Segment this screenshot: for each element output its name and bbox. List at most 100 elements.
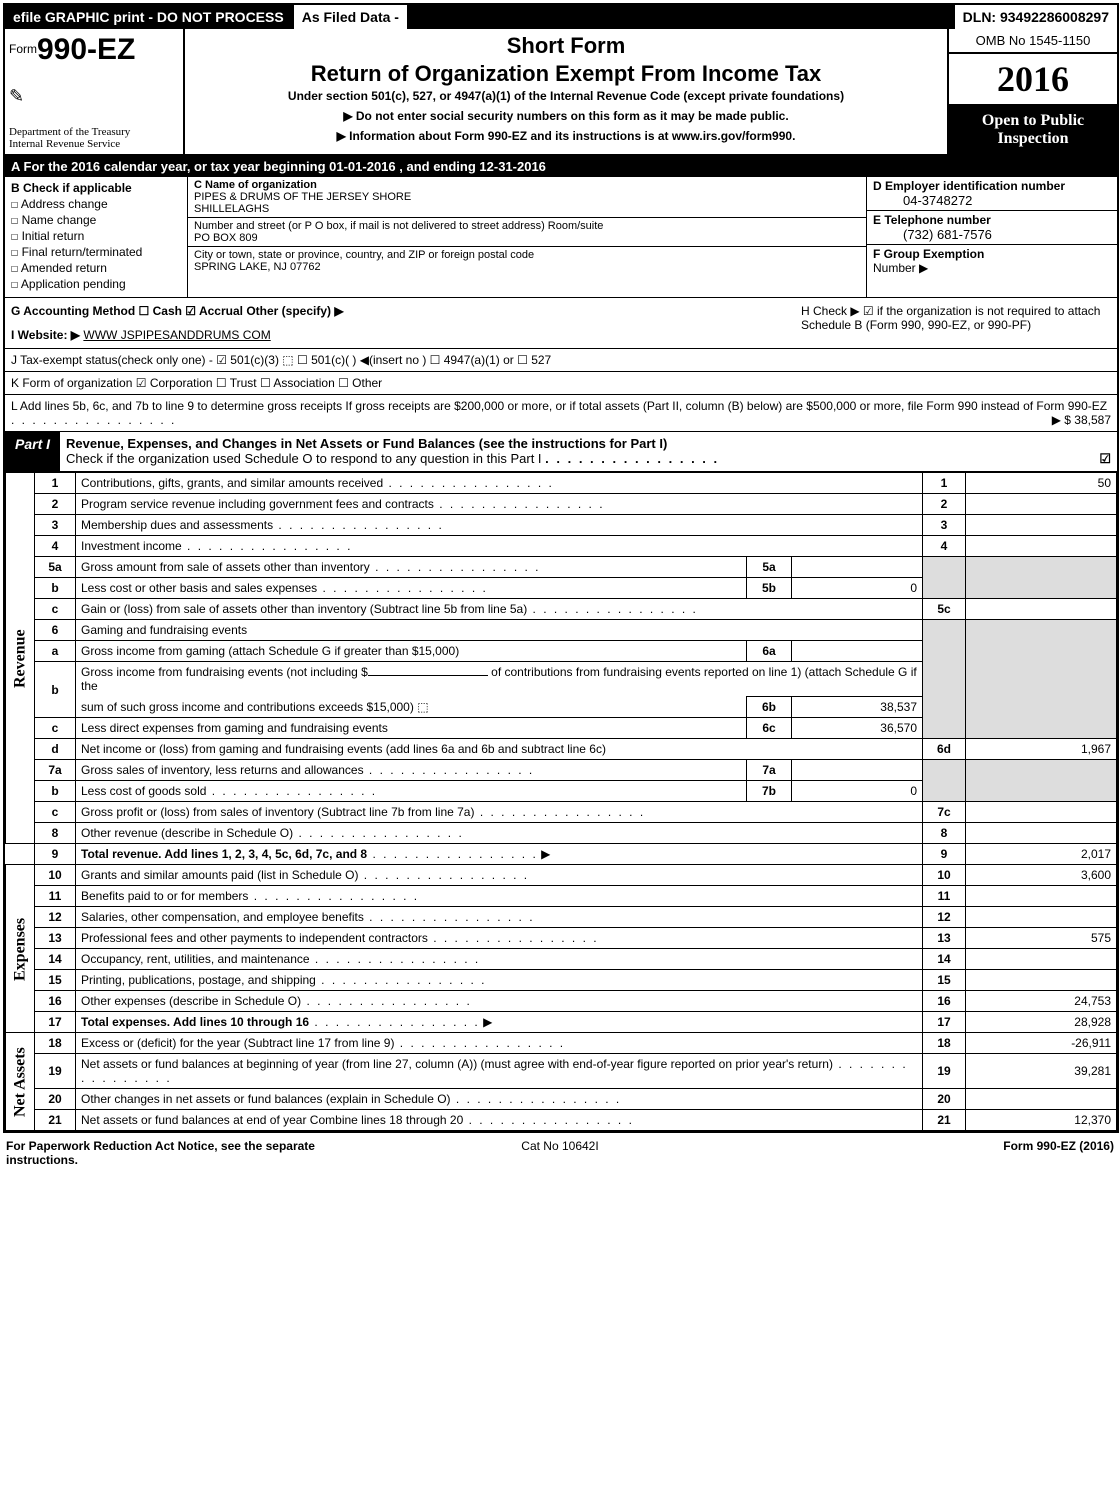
dept-line2: Internal Revenue Service xyxy=(9,138,179,150)
chk-amended-return[interactable]: ☐ Amended return xyxy=(11,261,181,275)
website-value[interactable]: WWW JSPIPESANDDRUMS COM xyxy=(83,328,270,342)
header-right: OMB No 1545-1150 2016 Open to Public Ins… xyxy=(947,29,1117,154)
line-6-desc: Gaming and fundraising events xyxy=(76,620,923,641)
line-2-desc: Program service revenue including govern… xyxy=(76,494,923,515)
line-7c-desc: Gross profit or (loss) from sales of inv… xyxy=(76,802,923,823)
org-name-1: PIPES & DRUMS OF THE JERSEY SHORE xyxy=(194,191,860,203)
dept-treasury: Department of the Treasury Internal Reve… xyxy=(9,126,179,150)
form-number: Form990-EZ xyxy=(9,33,179,67)
org-address: PO BOX 809 xyxy=(194,232,860,244)
section-l: L Add lines 5b, 6c, and 7b to line 9 to … xyxy=(5,395,1117,432)
open-to-public: Open to Public Inspection xyxy=(947,106,1117,154)
c-name-cell: C Name of organization PIPES & DRUMS OF … xyxy=(188,177,866,218)
line-1-val: 50 xyxy=(966,473,1117,494)
as-filed-label: As Filed Data - xyxy=(292,5,409,29)
header-center: Short Form Return of Organization Exempt… xyxy=(185,29,947,154)
line-16-val: 24,753 xyxy=(966,991,1117,1012)
form-header: Form990-EZ ✎ Department of the Treasury … xyxy=(5,29,1117,156)
line-8-val xyxy=(966,823,1117,844)
line-9-val: 2,017 xyxy=(966,844,1117,865)
efile-icon: ✎ xyxy=(9,86,179,107)
line-6d-val: 1,967 xyxy=(966,739,1117,760)
l-amount: ▶ $ 38,587 xyxy=(1052,413,1111,427)
c-city-label: City or town, state or province, country… xyxy=(194,249,860,261)
row-a-taxyear: A For the 2016 calendar year, or tax yea… xyxy=(5,156,1117,177)
line-19-val: 39,281 xyxy=(966,1054,1117,1089)
chk-name-change[interactable]: ☐ Name change xyxy=(11,213,181,227)
part-i-bar: Part I Revenue, Expenses, and Changes in… xyxy=(5,432,1117,472)
line-17-desc: Total expenses. Add lines 10 through 16 xyxy=(76,1012,923,1033)
footer-left: For Paperwork Reduction Act Notice, see … xyxy=(6,1139,375,1167)
top-left-text: efile GRAPHIC print - DO NOT PROCESS xyxy=(5,5,292,29)
section-j: J Tax-exempt status(check only one) - ☑ … xyxy=(5,349,1117,372)
line-21-val: 12,370 xyxy=(966,1110,1117,1131)
d-ein-cell: D Employer identification number 04-3748… xyxy=(867,177,1117,211)
part-i-sub: Check if the organization used Schedule … xyxy=(66,451,542,466)
line-14-val xyxy=(966,949,1117,970)
omb-number: OMB No 1545-1150 xyxy=(947,29,1117,54)
line-7a-sub: 7a xyxy=(747,760,792,781)
dln-label: DLN: 93492286008297 xyxy=(953,5,1117,29)
f-group-cell: F Group Exemption Number ▶ xyxy=(867,245,1117,297)
line-7b-desc: Less cost of goods sold xyxy=(76,781,747,802)
g-accounting: G Accounting Method ☐ Cash ☑ Accrual Oth… xyxy=(11,304,801,342)
line-7b-sub: 7b xyxy=(747,781,792,802)
part-i-checkbox[interactable]: ☑ xyxy=(1099,451,1111,467)
i-website: I Website: ▶ WWW JSPIPESANDDRUMS COM xyxy=(11,328,801,342)
form-instr1: ▶ Do not enter social security numbers o… xyxy=(195,109,937,123)
line-6a-sub: 6a xyxy=(747,641,792,662)
line-5a-subval xyxy=(792,557,923,578)
line-6c-sub: 6c xyxy=(747,718,792,739)
line-5a-sub: 5a xyxy=(747,557,792,578)
expenses-side-label: Expenses xyxy=(6,865,35,1033)
form-990ez: 990-EZ xyxy=(37,33,135,66)
line-12-val xyxy=(966,907,1117,928)
short-form-title: Short Form xyxy=(195,33,937,59)
line-3-desc: Membership dues and assessments xyxy=(76,515,923,536)
line-11-val xyxy=(966,886,1117,907)
line-14-desc: Occupancy, rent, utilities, and maintena… xyxy=(76,949,923,970)
org-name-2: SHILLELAGHS xyxy=(194,203,860,215)
ein-value: 04-3748272 xyxy=(873,193,1111,208)
line-18-desc: Excess or (deficit) for the year (Subtra… xyxy=(76,1033,923,1054)
line-6d-desc: Net income or (loss) from gaming and fun… xyxy=(76,739,923,760)
line-3-val xyxy=(966,515,1117,536)
part-i-table: Revenue 1 Contributions, gifts, grants, … xyxy=(5,472,1117,1131)
line-16-desc: Other expenses (describe in Schedule O) xyxy=(76,991,923,1012)
line-7b-subval: 0 xyxy=(792,781,923,802)
h-check: H Check ▶ ☑ if the organization is not r… xyxy=(801,304,1111,342)
line-6b-desc3: sum of such gross income and contributio… xyxy=(76,697,747,718)
line-20-val xyxy=(966,1089,1117,1110)
open-line2: Inspection xyxy=(951,130,1115,148)
line-6c-subval: 36,570 xyxy=(792,718,923,739)
form-title: Return of Organization Exempt From Incom… xyxy=(195,61,937,87)
b-title-text: B Check if applicable xyxy=(11,181,132,195)
line-7c-val xyxy=(966,802,1117,823)
section-k: K Form of organization ☑ Corporation ☐ T… xyxy=(5,372,1117,395)
line-11-desc: Benefits paid to or for members xyxy=(76,886,923,907)
column-b: B Check if applicable ☐ Address change ☐… xyxy=(5,177,188,297)
top-bar: efile GRAPHIC print - DO NOT PROCESS As … xyxy=(5,5,1117,29)
chk-application-pending[interactable]: ☐ Application pending xyxy=(11,277,181,291)
line-6b-subval: 38,537 xyxy=(792,697,923,718)
line-15-val xyxy=(966,970,1117,991)
revenue-side-label: Revenue xyxy=(6,473,35,844)
line-8-desc: Other revenue (describe in Schedule O) xyxy=(76,823,923,844)
chk-final-return[interactable]: ☐ Final return/terminated xyxy=(11,245,181,259)
f-line2: Number ▶ xyxy=(873,261,1111,275)
chk-address-change[interactable]: ☐ Address change xyxy=(11,197,181,211)
form-prefix: Form xyxy=(9,42,37,56)
line-19-desc: Net assets or fund balances at beginning… xyxy=(76,1054,923,1089)
line-7a-subval xyxy=(792,760,923,781)
part-i-title: Revenue, Expenses, and Changes in Net As… xyxy=(60,432,1117,471)
line-4-desc: Investment income xyxy=(76,536,923,557)
line-20-desc: Other changes in net assets or fund bala… xyxy=(76,1089,923,1110)
line-6b-desc1: Gross income from fundraising events (no… xyxy=(76,662,923,697)
line-12-desc: Salaries, other compensation, and employ… xyxy=(76,907,923,928)
chk-initial-return[interactable]: ☐ Initial return xyxy=(11,229,181,243)
part-i-title-text: Revenue, Expenses, and Changes in Net As… xyxy=(66,436,667,451)
e-label: E Telephone number xyxy=(873,213,1111,227)
f-label: F Group Exemption xyxy=(873,247,1111,261)
footer-right: Form 990-EZ (2016) xyxy=(745,1139,1114,1167)
page-footer: For Paperwork Reduction Act Notice, see … xyxy=(0,1136,1120,1170)
